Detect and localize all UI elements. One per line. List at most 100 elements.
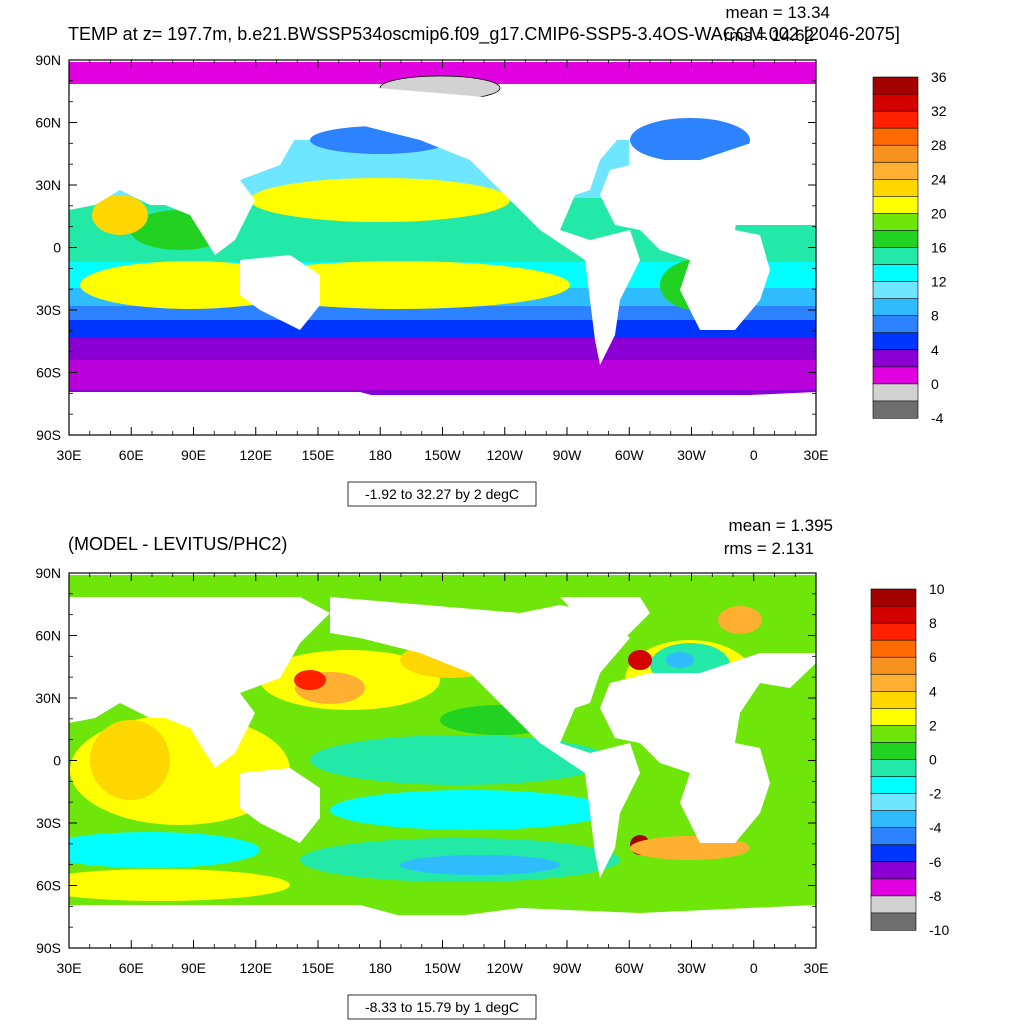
panel1-axes: 30E 60E 90E 120E 150E 180 150W 120W 90W 60W 30W 0 30… <box>35 52 828 463</box>
y-tick-label: 60S <box>36 365 61 381</box>
colorbar-label: 16 <box>931 240 947 256</box>
colorbar-swatch <box>870 895 917 914</box>
x-tick-label: 150W <box>424 447 461 463</box>
colorbar-swatch <box>872 247 919 266</box>
panel1-map: 30E 60E 90E 120E 150E 180 150W 120W 90W 60W 30W 0 30… <box>35 52 828 463</box>
panel2-title: (MODEL - LEVITUS/PHC2) <box>68 534 287 554</box>
x-tick-label: 90E <box>181 447 206 463</box>
x-tick-label: 60W <box>615 447 645 463</box>
p1-band <box>69 304 816 320</box>
y-tick-label: 30S <box>36 302 61 318</box>
x-tick-label: 150E <box>302 960 335 976</box>
x-tick-label: 90W <box>553 447 583 463</box>
colorbar-swatch <box>870 639 917 658</box>
colorbar-swatch <box>870 725 917 744</box>
colorbar-swatch <box>872 264 919 283</box>
panel2-contour-info: -8.33 to 15.79 by 1 degC <box>365 999 519 1015</box>
colorbar-swatch <box>872 281 919 300</box>
panel2-ocean-field <box>69 575 816 948</box>
colorbar-swatch <box>870 861 917 880</box>
colorbar-label: 36 <box>931 69 947 85</box>
y-tick-label: 30N <box>35 690 61 706</box>
colorbar-swatch <box>870 742 917 761</box>
colorbar-label: 0 <box>929 752 937 768</box>
colorbar-swatch <box>872 179 919 197</box>
p2-land-antarctica <box>69 905 816 948</box>
panel2-rms: rms = 2.131 <box>724 539 814 558</box>
p2-feature <box>330 790 610 830</box>
p1-feature <box>630 118 750 162</box>
x-tick-label: 150E <box>302 447 335 463</box>
panel2-mean: mean = 1.395 <box>729 516 833 535</box>
colorbar-label: 0 <box>931 376 939 392</box>
colorbar-swatch <box>870 708 917 726</box>
p2-feature <box>294 670 326 690</box>
colorbar-label: 4 <box>929 683 937 699</box>
x-tick-label: 180 <box>369 960 393 976</box>
p2-land-greenland <box>560 597 650 638</box>
p2-land-eurasia <box>69 597 330 768</box>
panel1-title: TEMP at z= 197.7m, b.e21.BWSSP534oscmip6… <box>68 24 900 45</box>
x-tick-label: 60E <box>119 447 144 463</box>
y-tick-label: 90N <box>35 52 61 68</box>
colorbar-swatch <box>872 127 919 146</box>
x-tick-label: 60E <box>119 960 144 976</box>
colorbar-swatch <box>870 690 917 709</box>
y-tick-label: 60S <box>36 878 61 894</box>
p2-feature <box>666 652 694 668</box>
colorbar-swatch <box>870 776 917 795</box>
x-tick-label: 120E <box>239 960 272 976</box>
colorbar-swatch <box>872 383 919 402</box>
p2-feature <box>69 832 260 868</box>
colorbar-label: 2 <box>929 717 937 733</box>
y-tick-label: 60N <box>35 628 61 644</box>
colorbar-swatch <box>872 161 919 180</box>
x-tick-label: 30E <box>804 447 829 463</box>
colorbar-swatch <box>872 349 919 368</box>
panel1-rms: rms = 14.62 <box>724 26 814 45</box>
colorbar-label: 4 <box>931 342 939 358</box>
colorbar-swatch <box>872 230 919 249</box>
colorbar-label: 20 <box>931 205 947 221</box>
colorbar-swatch <box>872 93 919 112</box>
colorbar-label: 12 <box>931 274 947 290</box>
y-tick-label: 30N <box>35 177 61 193</box>
colorbar-label: -4 <box>931 410 944 426</box>
colorbar-label: 10 <box>929 581 945 597</box>
y-tick-label: 0 <box>53 753 61 769</box>
panel1-mean: mean = 13.34 <box>726 3 830 22</box>
colorbar-label: 8 <box>931 308 939 324</box>
colorbar-label: -4 <box>929 820 942 836</box>
colorbar-swatch <box>870 605 917 624</box>
y-tick-label: 90S <box>36 427 61 443</box>
colorbar-swatch <box>870 810 917 829</box>
colorbar-swatch <box>870 793 917 812</box>
x-tick-label: 0 <box>750 447 758 463</box>
p1-land-americas <box>330 84 640 365</box>
x-tick-label: 90E <box>181 960 206 976</box>
colorbar-swatch <box>872 213 919 232</box>
p2-feature <box>90 720 170 800</box>
p2-feature <box>400 855 560 875</box>
colorbar-swatch <box>872 110 919 129</box>
colorbar-swatch <box>870 827 917 846</box>
panel1-colorbar: 36 32 28 24 20 16 12 8 4 0 -4 <box>872 69 947 426</box>
panel2-map: 30E 60E 90E 120E 150E 180 150W 120W 90W 60W 30W 0 30… <box>35 565 828 976</box>
colorbar-label: -6 <box>929 854 942 870</box>
p1-land-africa <box>600 140 816 330</box>
x-tick-label: 120W <box>486 447 523 463</box>
p2-land-americas <box>330 597 640 878</box>
y-tick-label: 30S <box>36 815 61 831</box>
x-tick-label: 150W <box>424 960 461 976</box>
p1-land-eurasia <box>69 84 330 255</box>
p1-land-greenland <box>560 84 650 125</box>
x-tick-label: 90W <box>553 960 583 976</box>
colorbar-label: -10 <box>929 922 949 938</box>
colorbar-swatch <box>872 400 919 419</box>
colorbar-label: 24 <box>931 171 947 187</box>
p2-band <box>69 577 816 597</box>
colorbar-swatch <box>870 759 917 778</box>
p2-feature <box>718 606 762 634</box>
panel2-info-box <box>347 994 537 1020</box>
y-tick-label: 60N <box>35 115 61 131</box>
